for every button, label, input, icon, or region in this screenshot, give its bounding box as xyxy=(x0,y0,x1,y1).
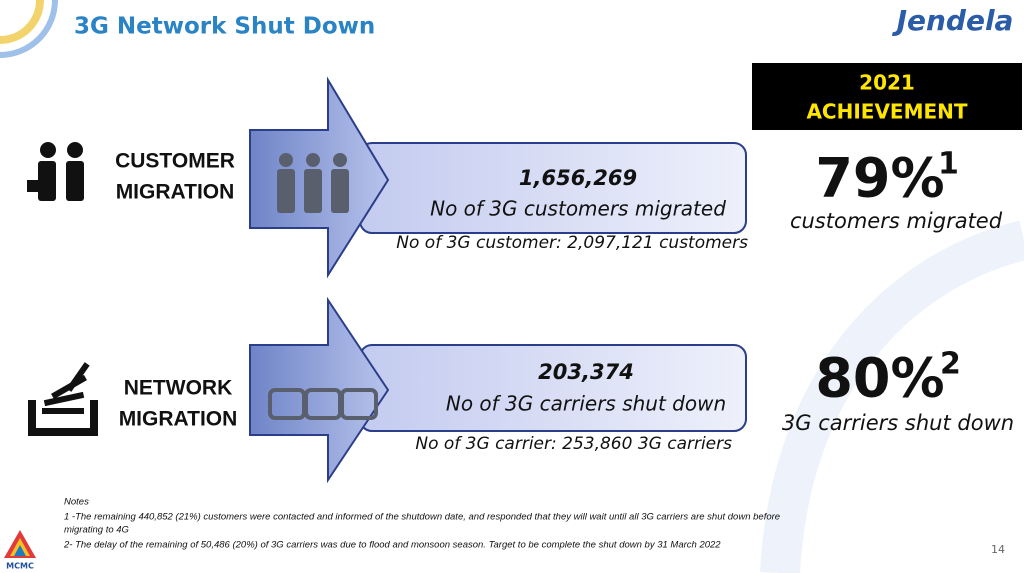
percent: 80% xyxy=(815,347,944,410)
note: 2- The delay of the remaining of 50,486 … xyxy=(63,540,721,551)
footer-logo-icon xyxy=(4,530,36,558)
title: 3G Network Shut Down xyxy=(74,14,375,40)
value-box xyxy=(359,344,747,432)
notes-heading: Notes xyxy=(64,497,89,508)
percent: 79% xyxy=(815,147,944,210)
percent-caption: customers migrated xyxy=(790,209,1003,233)
people-icon xyxy=(277,153,349,213)
row-label: NETWORK xyxy=(124,377,233,400)
percent-caption: 3G carriers shut down xyxy=(782,411,1014,435)
footnote-mark: 1 xyxy=(938,147,959,182)
row-label: CUSTOMER xyxy=(115,150,235,173)
note: migrating to 4G xyxy=(64,525,129,536)
page-number: 14 xyxy=(991,543,1005,556)
value: 203,374 xyxy=(538,360,634,384)
description: No of 3G carriers shut down xyxy=(446,392,726,416)
total: No of 3G carrier: 253,860 3G carriers xyxy=(415,434,732,454)
achievement-box xyxy=(752,63,1022,130)
row-label: MIGRATION xyxy=(116,181,235,204)
logo: Jendela xyxy=(892,4,1014,37)
footer-logo: MCMC xyxy=(6,562,34,571)
achievement-year: 2021 xyxy=(859,71,915,95)
carrier-icon xyxy=(268,388,378,420)
achievement-label: ACHIEVEMENT xyxy=(806,100,967,124)
network-icon xyxy=(28,362,98,436)
row-label: MIGRATION xyxy=(119,408,238,431)
total: No of 3G customer: 2,097,121 customers xyxy=(396,233,748,253)
customer-icon xyxy=(27,142,84,201)
value: 1,656,269 xyxy=(519,166,637,190)
footnote-mark: 2 xyxy=(940,347,961,382)
description: No of 3G customers migrated xyxy=(430,197,726,221)
note: 1 -The remaining 440,852 (21%) customers… xyxy=(64,512,780,523)
